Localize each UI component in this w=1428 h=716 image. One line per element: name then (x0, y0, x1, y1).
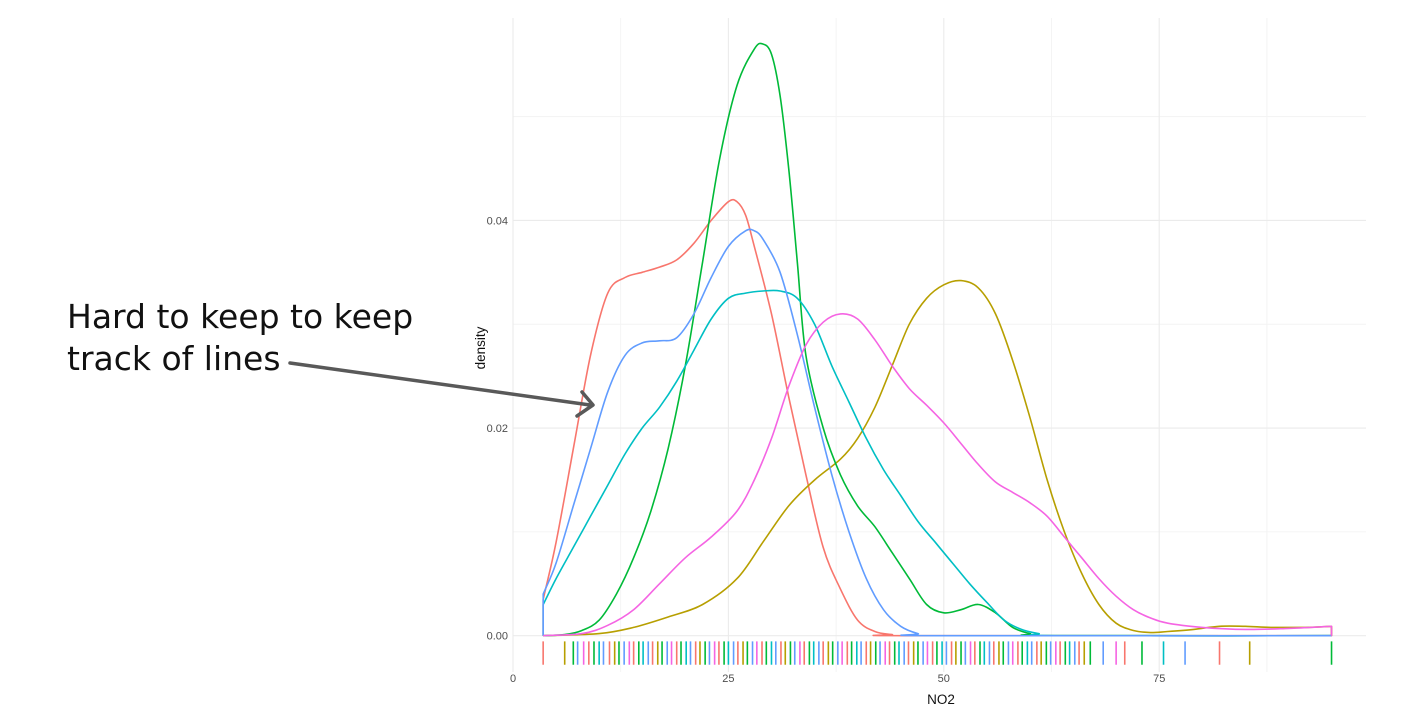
density-line-3 (543, 42, 1332, 637)
y-tick-label: 0.02 (487, 423, 508, 435)
annotation-text: Hard to keep to keep track of lines (67, 296, 447, 380)
x-tick-labels: 0 25 50 75 (510, 673, 1165, 685)
major-gridlines (512, 18, 1366, 672)
y-axis-title: density (473, 326, 488, 369)
arrow-shaft (288, 361, 592, 407)
density-line-6 (543, 312, 1333, 637)
density-series (542, 42, 1333, 637)
density-line-2 (543, 279, 1333, 637)
y-tick-labels: 0.00 0.02 0.04 (487, 215, 508, 642)
y-tick-label: 0.04 (487, 215, 508, 227)
x-tick-label: 50 (938, 673, 950, 685)
y-tick-label: 0.00 (487, 631, 508, 643)
x-tick-label: 25 (722, 673, 734, 685)
rug-marks (542, 641, 1333, 665)
annotation-line-1: Hard to keep to keep (67, 297, 414, 336)
annotation-line-2: track of lines (67, 339, 281, 378)
x-tick-label: 75 (1153, 673, 1165, 685)
x-axis-title: NO2 (927, 692, 955, 707)
density-line-5 (542, 228, 1332, 637)
annotation-arrow (288, 361, 595, 418)
minor-gridlines (513, 18, 1366, 672)
x-tick-label: 0 (510, 673, 516, 685)
density-line-1 (542, 198, 1333, 637)
density-line-4 (542, 289, 1332, 637)
arrow-head (575, 390, 595, 418)
